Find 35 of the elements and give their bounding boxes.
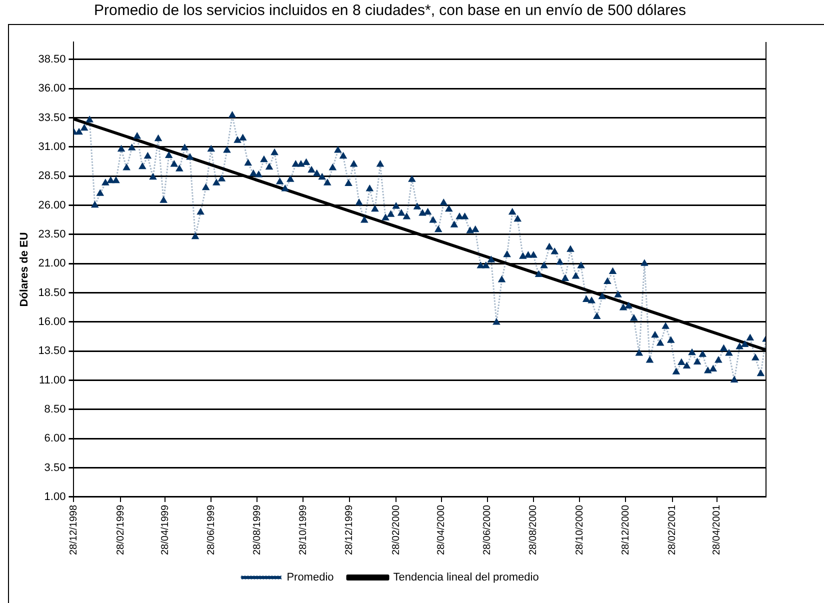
y-tick-label: 3.50	[44, 462, 66, 474]
legend-label: Promedio	[286, 572, 334, 584]
chart-title: Promedio de los servicios incluidos en 8 ciudades*, con base en un envío de 500 dólares	[94, 2, 686, 20]
y-tick-label: 8.50	[44, 403, 66, 416]
x-tick-label: 28/12/2000	[620, 504, 632, 556]
y-tick-label: 23.50	[38, 228, 66, 241]
y-tick-label: 11.00	[39, 374, 66, 386]
x-tick-label: 28/02/1999	[115, 504, 126, 556]
x-tick-label: 28/10/2000	[574, 504, 586, 556]
y-tick-label: 38.50	[38, 54, 66, 66]
y-tick-label: 16.00	[38, 316, 66, 328]
y-tick-label: 18.50	[38, 286, 66, 299]
x-tick-label: 28/12/1999	[344, 504, 356, 556]
legend-label: Tendencia lineal del promedio	[393, 572, 539, 584]
y-tick-label: 1.00	[44, 490, 66, 503]
x-tick-label: 28/08/2000	[528, 504, 540, 556]
x-tick-label: 28/12/1998	[68, 504, 80, 556]
x-tick-label: 28/06/2000	[482, 504, 494, 556]
x-tick-label: 28/08/1999	[252, 504, 263, 556]
y-axis-title: Dólares de EU	[18, 232, 31, 307]
y-tick-label: 6.00	[44, 432, 66, 445]
x-tick-label: 28/04/2000	[436, 504, 448, 556]
y-tick-label: 36.00	[38, 82, 66, 95]
x-tick-label: 28/04/1999	[160, 504, 171, 556]
y-tick-label: 21.00	[38, 258, 66, 270]
x-tick-label: 28/04/2001	[712, 504, 723, 556]
y-tick-label: 13.50	[38, 345, 66, 358]
x-tick-label: 28/10/1999	[298, 504, 309, 556]
y-tick-label: 28.50	[38, 170, 66, 182]
x-tick-label: 28/06/1999	[206, 504, 217, 556]
x-tick-label: 28/02/2000	[390, 504, 402, 556]
y-tick-label: 33.50	[38, 112, 66, 124]
x-tick-label: 28/02/2001	[667, 504, 678, 556]
y-tick-label: 26.00	[38, 199, 66, 212]
y-tick-label: 31.00	[38, 141, 66, 154]
